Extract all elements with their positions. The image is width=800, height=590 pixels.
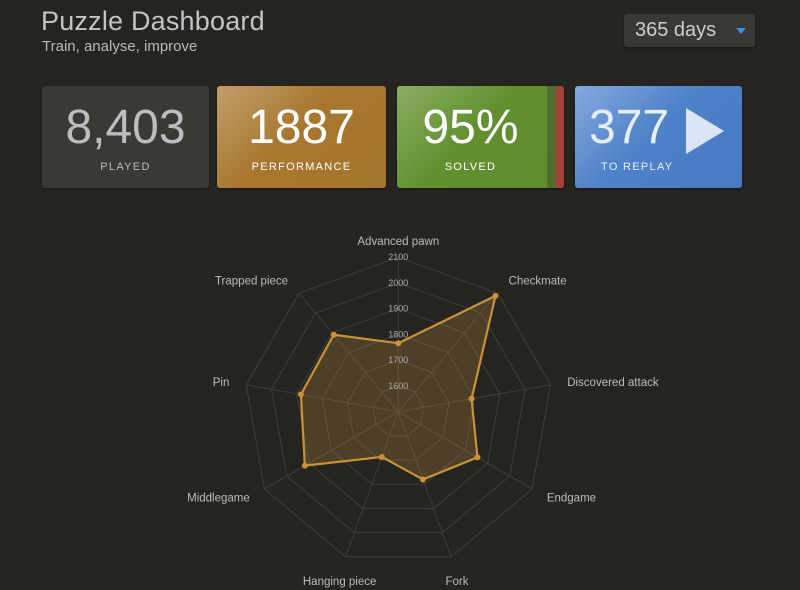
tick-label: 2000 xyxy=(388,278,408,288)
grid-ring xyxy=(372,385,425,437)
grid-spoke xyxy=(398,411,533,490)
solved-card: 95% SOLVED xyxy=(397,86,564,188)
grid-ring xyxy=(245,256,551,558)
solved-bar-edge xyxy=(547,86,556,188)
axis-label: Checkmate xyxy=(509,275,567,287)
axis-label: Fork xyxy=(445,576,468,588)
period-select-value: 365 days xyxy=(635,19,717,41)
replay-label: TO REPLAY xyxy=(601,161,674,173)
played-label: PLAYED xyxy=(100,161,151,173)
grid-ring xyxy=(270,282,526,534)
axis-label: Advanced pawn xyxy=(357,236,439,248)
performance-label: PERFORMANCE xyxy=(251,161,352,173)
data-point xyxy=(301,462,308,469)
play-icon xyxy=(686,108,724,154)
data-point xyxy=(492,292,499,299)
data-area xyxy=(299,294,497,481)
grid-spoke xyxy=(246,384,399,413)
caret-down-icon xyxy=(736,28,746,34)
grid-spoke xyxy=(344,411,399,558)
axis-label: Middlegame xyxy=(187,492,250,504)
page-title: Puzzle Dashboard xyxy=(41,6,265,36)
grid-spoke xyxy=(397,411,452,558)
axis-label: Endgame xyxy=(547,492,596,504)
grid-spoke xyxy=(397,293,498,413)
data-point xyxy=(474,454,481,461)
solved-value: 95% xyxy=(422,101,519,154)
data-point xyxy=(330,331,337,338)
grid-spoke xyxy=(264,411,399,490)
solved-label: SOLVED xyxy=(444,161,497,173)
axis-label: Pin xyxy=(213,377,230,389)
period-select[interactable]: 365 days xyxy=(624,14,755,47)
tick-label: 2100 xyxy=(388,252,408,262)
grid-spoke xyxy=(298,293,399,413)
axis-label: Hanging piece xyxy=(303,576,377,588)
played-card: 8,403 PLAYED xyxy=(42,86,209,188)
tick-label: 1800 xyxy=(388,329,408,339)
replay-value: 377 xyxy=(589,101,670,154)
grid-ring xyxy=(321,333,475,485)
replay-card[interactable]: 377 TO REPLAY xyxy=(575,86,742,188)
performance-card: 1887 PERFORMANCE xyxy=(217,86,386,188)
data-point xyxy=(297,391,304,398)
data-point xyxy=(395,340,402,347)
page-subtitle: Train, analyse, improve xyxy=(42,38,198,55)
performance-value: 1887 xyxy=(248,101,355,154)
axis-label: Discovered attack xyxy=(567,377,659,389)
tick-label: 1600 xyxy=(388,381,408,391)
failed-bar xyxy=(556,86,564,188)
data-point xyxy=(378,453,385,460)
tick-label: 1900 xyxy=(388,304,408,314)
grid-ring xyxy=(347,359,450,461)
data-point xyxy=(468,395,475,402)
played-value: 8,403 xyxy=(65,101,186,154)
data-point xyxy=(419,476,426,483)
grid-ring xyxy=(296,308,501,509)
axis-label: Trapped piece xyxy=(215,275,288,287)
tick-label: 1700 xyxy=(388,355,408,365)
